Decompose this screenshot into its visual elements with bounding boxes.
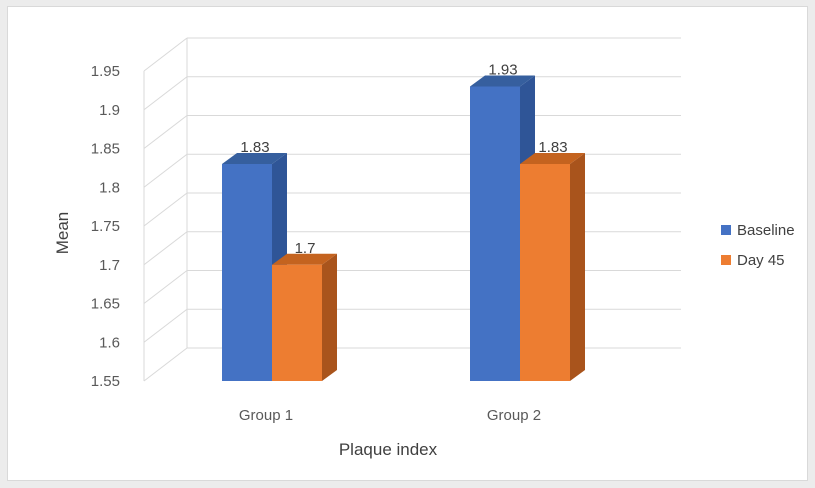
- gridline-depth: [143, 347, 188, 382]
- gridline-depth: [143, 37, 188, 72]
- gridline-depth: [143, 192, 188, 227]
- bar-top: [520, 153, 585, 164]
- x-category-label: Group 1: [239, 407, 293, 424]
- bar: [520, 164, 570, 381]
- data-label: 1.83: [538, 139, 567, 156]
- gridline-depth: [143, 76, 188, 111]
- y-tick-label: 1.55: [91, 373, 120, 390]
- bars: [222, 75, 585, 381]
- y-tick-label: 1.75: [91, 218, 120, 235]
- y-tick-label: 1.7: [99, 257, 120, 274]
- gridline-depth: [143, 270, 188, 304]
- bar-top: [470, 75, 535, 87]
- y-tick-label: 1.8: [99, 179, 120, 196]
- bar-top: [222, 153, 287, 164]
- y-tick-label: 1.95: [91, 63, 120, 80]
- legend-label: Day 45: [737, 252, 785, 269]
- legend-swatch: [721, 225, 731, 235]
- bar: [272, 264, 322, 381]
- chart-plot: 1.95 1.9 1.85 1.8 1.75 1.7 1.65 1.6 1.55 1.83 1.7…: [53, 37, 795, 459]
- y-tick-label: 1.65: [91, 296, 120, 313]
- y-axis-ticks: 1.95 1.9 1.85 1.8 1.75 1.7 1.65 1.6 1.55: [91, 63, 120, 390]
- gridline-depth: [143, 153, 188, 188]
- y-tick-label: 1.85: [91, 141, 120, 158]
- y-tick-label: 1.6: [99, 334, 120, 351]
- x-axis-title: Plaque index: [339, 440, 438, 459]
- y-axis-title: Mean: [53, 212, 72, 255]
- data-label: 1.93: [488, 62, 517, 79]
- data-labels: 1.83 1.7 1.93 1.83: [240, 62, 567, 257]
- data-label: 1.83: [240, 139, 269, 156]
- chart-frame: 1.95 1.9 1.85 1.8 1.75 1.7 1.65 1.6 1.55 1.83 1.7…: [7, 6, 808, 481]
- bar: [470, 86, 520, 381]
- bar: [222, 164, 272, 381]
- y-tick-label: 1.9: [99, 102, 120, 119]
- x-category-label: Group 2: [487, 407, 541, 424]
- data-label: 1.7: [295, 240, 316, 257]
- gridline-depth: [143, 308, 188, 343]
- legend-label: Baseline: [737, 222, 795, 239]
- bar-top: [272, 253, 337, 265]
- gridline-depth: [143, 115, 188, 149]
- x-axis-categories: Group 1 Group 2: [239, 407, 541, 424]
- legend-swatch: [721, 255, 731, 265]
- legend: Baseline Day 45: [721, 222, 795, 269]
- bar-side: [570, 153, 585, 381]
- gridline-depth: [143, 231, 188, 266]
- bar-side: [322, 253, 337, 381]
